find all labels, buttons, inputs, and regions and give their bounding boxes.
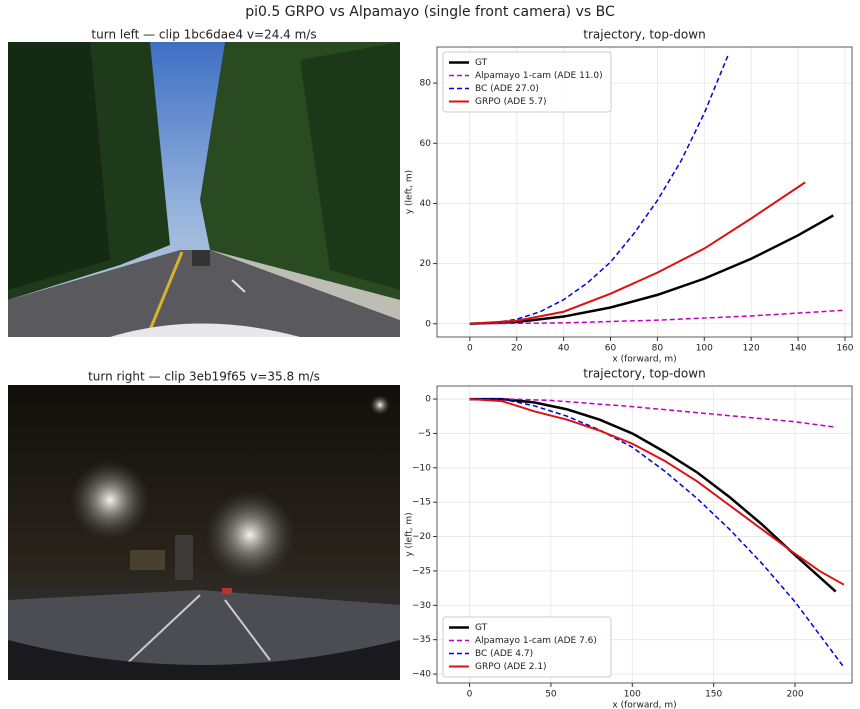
x-tick-label: 100 [624, 690, 641, 700]
figure-title: pi0.5 GRPO vs Alpamayo (single front cam… [245, 4, 615, 20]
legend-label: GRPO (ADE 2.1) [475, 662, 547, 672]
y-tick-label: −25 [412, 566, 431, 576]
series-line [470, 215, 833, 323]
y-tick-label: 0 [425, 319, 431, 329]
x-tick-label: 160 [836, 344, 853, 354]
y-axis-label: y (left, m) [405, 512, 415, 556]
legend-label: BC (ADE 27.0) [475, 84, 539, 94]
legend-label: Alpamayo 1-cam (ADE 7.6) [475, 636, 597, 646]
series-line [470, 399, 836, 592]
y-tick-label: 40 [420, 199, 432, 209]
x-tick-label: 0 [467, 690, 473, 700]
x-tick-label: 60 [605, 344, 617, 354]
series-line [470, 399, 844, 585]
y-tick-label: −40 [412, 670, 431, 680]
x-tick-label: 150 [705, 690, 722, 700]
y-tick-label: 80 [420, 79, 432, 89]
x-tick-label: 40 [558, 344, 570, 354]
x-axis-label: x (forward, m) [612, 701, 676, 709]
legend-label: GRPO (ADE 5.7) [475, 97, 547, 107]
y-tick-label: −20 [412, 532, 431, 542]
x-tick-label: 120 [743, 344, 760, 354]
x-tick-label: 140 [789, 344, 806, 354]
y-tick-label: −30 [412, 601, 431, 611]
y-tick-label: 60 [420, 139, 432, 149]
x-tick-label: 50 [545, 690, 557, 700]
x-tick-label: 80 [652, 344, 664, 354]
y-axis-label: y (left, m) [405, 170, 415, 214]
x-tick-label: 0 [467, 344, 473, 354]
camera-image [8, 42, 400, 337]
chart-title: trajectory, top-down [583, 367, 705, 381]
series-line [470, 399, 836, 427]
image-title: turn left — clip 1bc6dae4 v=24.4 m/s [91, 28, 316, 42]
y-tick-label: 20 [420, 259, 432, 269]
legend-label: GT [475, 58, 488, 68]
x-axis-label: x (forward, m) [612, 355, 676, 365]
x-tick-label: 200 [786, 690, 803, 700]
legend-label: Alpamayo 1-cam (ADE 11.0) [475, 71, 603, 81]
x-tick-label: 20 [511, 344, 523, 354]
figure: pi0.5 GRPO vs Alpamayo (single front cam… [0, 0, 860, 709]
y-tick-label: 0 [425, 395, 431, 405]
image-title: turn right — clip 3eb19f65 v=35.8 m/s [88, 370, 320, 384]
legend-label: BC (ADE 4.7) [475, 649, 533, 659]
y-tick-label: −15 [412, 498, 431, 508]
x-tick-label: 100 [696, 344, 713, 354]
chart-title: trajectory, top-down [583, 28, 705, 42]
y-tick-label: −10 [412, 463, 431, 473]
y-tick-label: −5 [418, 429, 431, 439]
camera-image [8, 385, 400, 680]
y-tick-label: −35 [412, 635, 431, 645]
legend-label: GT [475, 623, 488, 633]
